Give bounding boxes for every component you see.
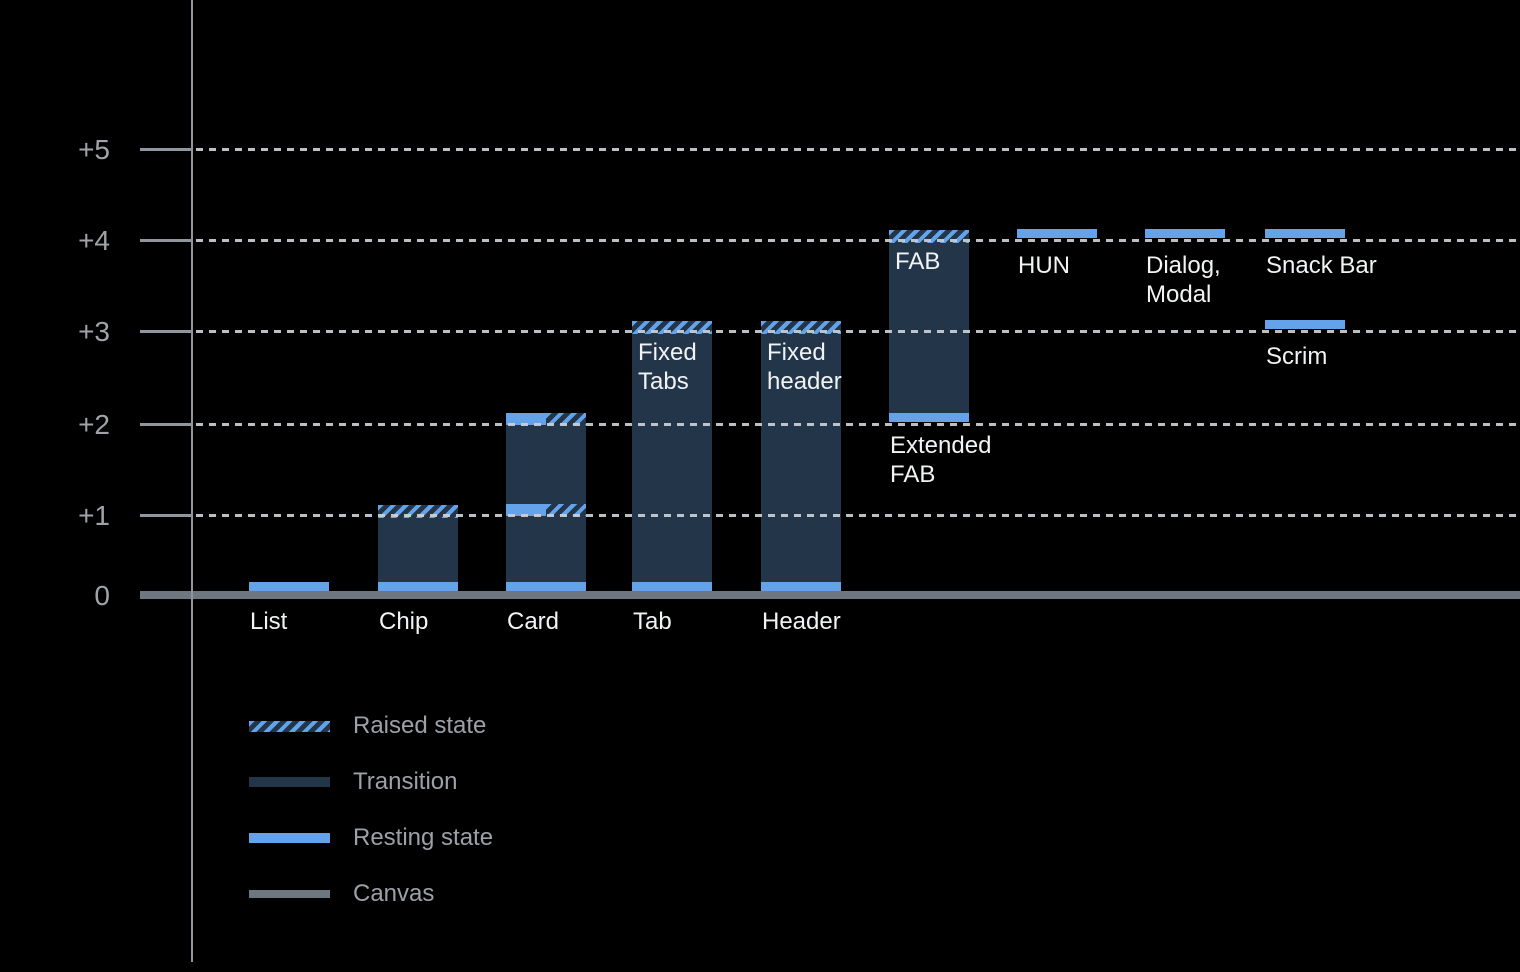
dialog-modal-resting-stripe [1145,229,1225,238]
snack-bar-resting-stripe [1265,229,1345,238]
extended-fab-resting-stripe [889,413,969,422]
y-axis-line [191,0,193,962]
extended-fab-transition-segment [889,230,969,422]
tab-inside-label: Fixed Tabs [638,339,697,395]
y-tick-3 [140,330,193,333]
card-axis-label: Card [507,608,560,635]
gridline-4 [196,239,1520,242]
card-raised-stripe [546,504,586,516]
y-tick-1 [140,514,193,517]
header-axis-label: Header [762,608,841,635]
card-transition-segment [506,413,586,591]
hun-below-label: HUN [1018,252,1070,279]
extended-fab-below-label: Extended FAB [890,432,992,488]
chip-axis-label: Chip [379,608,429,635]
dialog-modal-below-label: Dialog, Modal [1146,252,1221,308]
legend-item-canvas: Canvas [249,880,434,908]
y-tick-5 [140,148,193,151]
canvas-swatch-icon [249,890,330,898]
card-resting-stripe [506,413,546,425]
resting-state-swatch-icon [249,833,330,843]
tab-resting-stripe [632,582,712,591]
hun-resting-stripe [1017,229,1097,238]
legend-label-resting-state: Resting state [353,824,494,851]
legend-label-transition: Transition [353,768,458,795]
y-tick-4 [140,239,193,242]
gridline-2 [196,423,1520,426]
list-resting-stripe [249,582,329,591]
legend-item-transition: Transition [249,768,457,796]
raised-state-swatch-icon [249,720,330,732]
gridline-3 [196,330,1520,333]
scrim-below-label: Scrim [1266,343,1328,370]
extended-fab-inside-label: FAB [895,248,941,275]
legend-label-canvas: Canvas [353,880,435,907]
gridline-1 [196,514,1520,517]
y-tick-2 [140,423,193,426]
legend-item-raised-state: Raised state [249,712,486,740]
card-raised-stripe [546,413,586,425]
card-resting-stripe [506,504,546,516]
legend-item-resting-state: Resting state [249,824,493,852]
canvas-baseline [140,591,1520,599]
header-transition-segment [761,321,841,591]
header-resting-stripe [761,582,841,591]
y-axis-label-2: +2 [78,409,110,440]
header-inside-label: Fixed header [767,339,842,395]
transition-swatch-icon [249,777,330,787]
scrim-resting-stripe [1265,320,1345,329]
tab-axis-label: Tab [633,608,672,635]
gridline-5 [196,148,1520,151]
card-resting-stripe [506,582,586,591]
snack-bar-below-label: Snack Bar [1266,252,1377,279]
tab-transition-segment [632,321,712,591]
chip-resting-stripe [378,582,458,591]
y-axis-label-1: +1 [78,500,110,531]
y-axis-label-5: +5 [78,134,110,165]
legend-label-raised-state: Raised state [353,712,487,739]
chip-transition-segment [378,505,458,591]
y-axis-label-4: +4 [78,225,110,256]
y-axis-label-3: +3 [78,316,110,347]
list-axis-label: List [250,608,288,635]
y-axis-label-0: 0 [94,580,110,611]
